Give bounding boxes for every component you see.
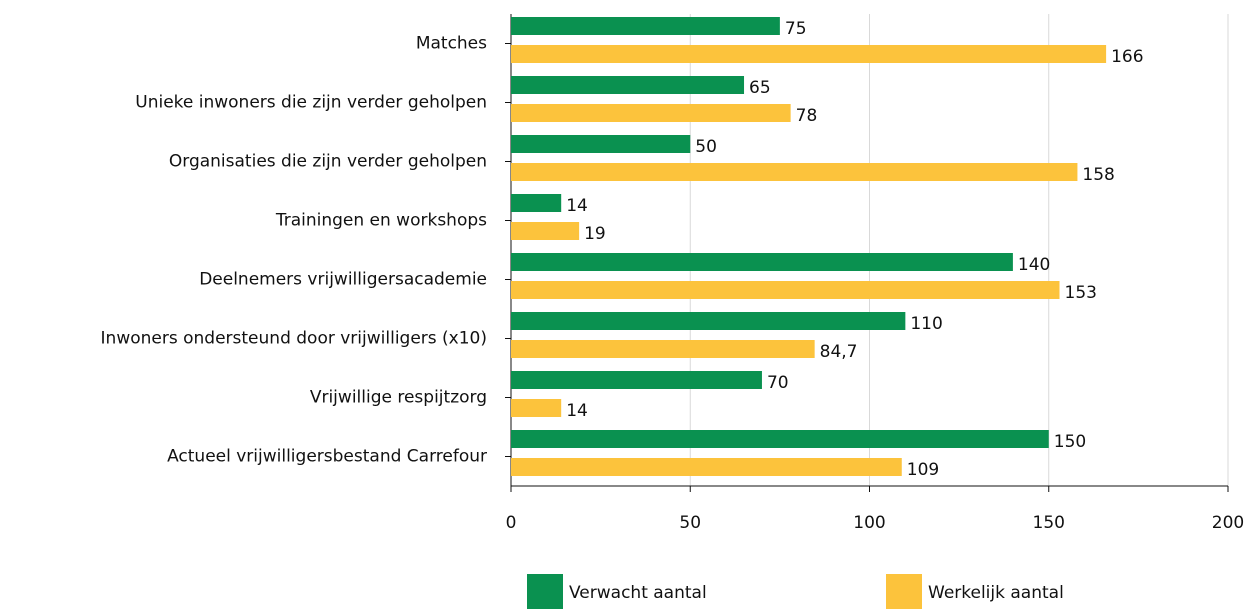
data-label: 75 [785, 19, 807, 39]
data-label: 140 [1018, 255, 1050, 275]
bar [511, 45, 1107, 63]
bar [511, 104, 791, 122]
data-label: 14 [566, 196, 588, 216]
data-label: 158 [1082, 165, 1114, 185]
y-tick-label: Inwoners ondersteund door vrijwilligers … [101, 329, 487, 349]
y-tick-label: Deelnemers vrijwilligersacademie [199, 270, 487, 290]
data-label: 65 [749, 78, 771, 98]
data-label: 109 [907, 460, 939, 480]
x-tick-label: 50 [679, 513, 701, 533]
data-label: 166 [1111, 47, 1143, 67]
bar [511, 340, 815, 358]
data-label: 50 [695, 137, 717, 157]
bar [511, 399, 562, 417]
bar [511, 17, 780, 35]
x-tick-label: 200 [1212, 513, 1244, 533]
x-tick-label: 150 [1033, 513, 1065, 533]
data-label: 14 [566, 401, 588, 421]
legend-label: Werkelijk aantal [928, 583, 1064, 603]
data-label: 110 [910, 314, 942, 334]
data-label: 84,7 [820, 342, 858, 362]
data-label: 153 [1065, 283, 1097, 303]
legend-swatch [886, 574, 922, 609]
x-tick-label: 0 [506, 513, 517, 533]
legend-label: Verwacht aantal [569, 583, 707, 603]
bar [511, 458, 902, 476]
bar [511, 430, 1049, 448]
x-tick-label: 100 [853, 513, 885, 533]
y-tick-label: Trainingen en workshops [275, 211, 487, 231]
bar [511, 253, 1013, 271]
bar [511, 76, 745, 94]
bar [511, 163, 1078, 181]
data-label: 70 [767, 373, 789, 393]
data-label: 150 [1054, 432, 1086, 452]
bar [511, 281, 1060, 299]
legend-swatch [527, 574, 563, 609]
y-tick-label: Actueel vrijwilligersbestand Carrefour [167, 447, 487, 467]
bar [511, 222, 580, 240]
y-tick-label: Organisaties die zijn verder geholpen [169, 152, 487, 172]
data-label: 19 [584, 224, 606, 244]
bar [511, 194, 562, 212]
y-tick-label: Matches [416, 34, 487, 54]
bar [511, 135, 691, 153]
data-label: 78 [796, 106, 818, 126]
y-tick-label: Unieke inwoners die zijn verder geholpen [135, 93, 487, 113]
y-tick-label: Vrijwillige respijtzorg [310, 388, 487, 408]
bar [511, 312, 906, 330]
bar [511, 371, 762, 389]
